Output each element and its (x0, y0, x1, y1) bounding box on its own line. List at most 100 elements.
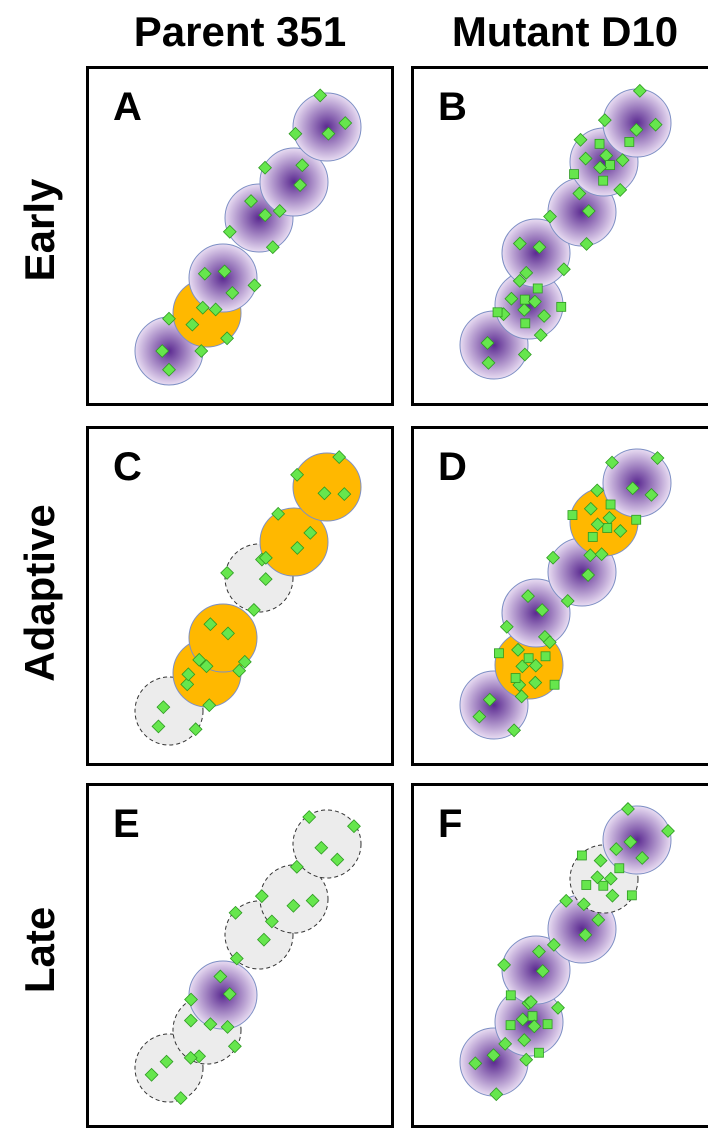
marker-diamond (305, 893, 320, 908)
marker-diamond (572, 186, 587, 201)
marker-diamond (542, 635, 557, 650)
cell-purple (292, 92, 362, 162)
marker-diamond (330, 852, 345, 867)
marker-diamond (521, 589, 535, 604)
marker-diamond (290, 540, 305, 555)
marker-diamond (217, 264, 232, 279)
cell-purple (188, 960, 258, 1030)
marker-diamond (188, 722, 203, 737)
marker-diamond (511, 642, 525, 657)
marker-diamond (527, 294, 542, 309)
marker-diamond (497, 957, 512, 972)
marker-square (605, 160, 615, 170)
marker-diamond (347, 819, 361, 834)
marker-square (549, 679, 560, 690)
panel-label-c: C (113, 445, 142, 489)
marker-diamond (507, 723, 522, 738)
marker-diamond (512, 273, 527, 288)
cell-purple (501, 578, 571, 648)
marker-diamond (290, 467, 305, 482)
marker-diamond (605, 888, 620, 903)
marker-diamond (173, 1091, 188, 1106)
marker-diamond (551, 1000, 565, 1015)
cell-chain-f (459, 802, 675, 1102)
marker-square (532, 283, 543, 294)
marker-diamond (486, 1048, 501, 1063)
cell-chain-b (459, 83, 672, 380)
marker-diamond (227, 1039, 242, 1054)
marker-diamond (593, 853, 608, 868)
marker-diamond (650, 451, 665, 465)
marker-diamond (286, 898, 301, 913)
marker-diamond (162, 311, 176, 326)
row-header-adaptive: Adaptive (16, 504, 63, 682)
marker-diamond (514, 689, 529, 704)
marker-diamond (632, 83, 647, 98)
marker-diamond (593, 160, 608, 175)
marker-diamond (528, 658, 543, 673)
marker-diamond (258, 160, 272, 175)
marker-diamond (271, 506, 286, 521)
marker-diamond (222, 224, 237, 239)
marker-diamond (581, 568, 596, 582)
marker-diamond (602, 511, 617, 525)
marker-diamond (151, 719, 166, 734)
panel-label-a: A (113, 85, 142, 129)
cell-purple (188, 243, 258, 313)
marker-diamond (578, 927, 593, 942)
marker-diamond (533, 328, 548, 343)
marker-diamond (194, 344, 209, 358)
marker-diamond (183, 1050, 198, 1065)
marker-diamond (499, 619, 514, 634)
marker-diamond (221, 626, 235, 641)
marker-diamond (264, 914, 279, 929)
marker-diamond (213, 969, 228, 984)
marker-diamond (489, 1087, 504, 1102)
marker-diamond (220, 1020, 235, 1034)
marker-diamond (623, 834, 638, 849)
marker-diamond (605, 455, 619, 470)
marker-square (520, 318, 531, 329)
marker-square (605, 499, 616, 510)
cell-chain-a (134, 88, 362, 386)
marker-diamond (661, 824, 675, 838)
marker-diamond (556, 262, 571, 277)
marker-diamond (512, 236, 527, 251)
marker-diamond (481, 355, 496, 370)
marker-diamond (293, 178, 308, 192)
marker-diamond (183, 1013, 198, 1028)
marker-diamond (247, 278, 262, 293)
marker-square (576, 850, 587, 861)
marker-diamond (644, 487, 659, 502)
marker-diamond (144, 1067, 159, 1082)
marker-diamond (220, 565, 235, 580)
panel-e: E (86, 783, 394, 1128)
marker-diamond (302, 810, 317, 824)
marker-diamond (192, 652, 207, 667)
marker-diamond (337, 487, 352, 501)
marker-diamond (581, 204, 596, 218)
cell-purple (259, 147, 329, 217)
marker-diamond (155, 344, 170, 358)
cell-chain-d (459, 448, 672, 740)
marker-diamond (246, 602, 261, 617)
marker-diamond (156, 700, 171, 715)
marker-square (598, 175, 609, 186)
panel-label-d: D (438, 445, 467, 489)
cell-orange (188, 603, 258, 673)
marker-diamond (629, 122, 644, 137)
marker-diamond (517, 347, 532, 362)
marker-diamond (532, 944, 546, 959)
marker-diamond (480, 336, 495, 350)
marker-diamond (244, 194, 258, 209)
marker-diamond (265, 240, 280, 255)
marker-square (542, 1019, 553, 1030)
marker-diamond (528, 675, 543, 690)
marker-diamond (202, 698, 217, 713)
marker-diamond (185, 317, 200, 332)
marker-diamond (272, 204, 287, 218)
marker-square (505, 990, 516, 1001)
panel-f: F (411, 783, 708, 1128)
marker-diamond (289, 859, 304, 874)
marker-diamond (590, 870, 605, 885)
